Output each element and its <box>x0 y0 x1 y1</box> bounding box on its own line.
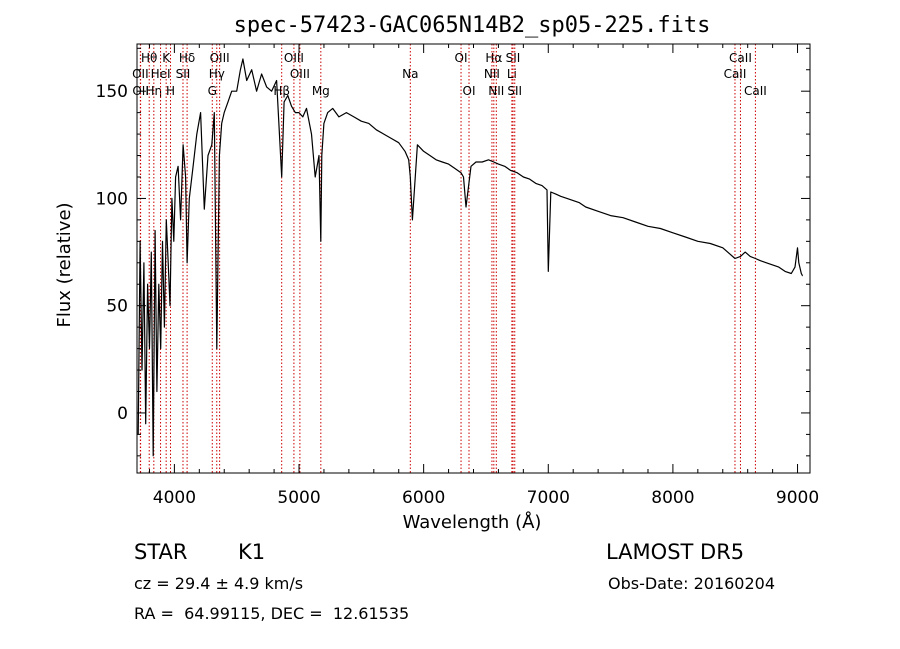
line-label-22: SII <box>506 51 521 65</box>
spectrum-series <box>137 58 804 457</box>
line-label-25: CaII <box>729 51 752 65</box>
axes: 4000 5000 6000 7000 8000 9000 0 50 100 150 <box>96 44 819 508</box>
x-tick-label-1: 5000 <box>277 488 320 508</box>
plot-frame <box>136 43 811 474</box>
line-label-9: G <box>208 84 217 98</box>
line-label-15: Mg <box>312 84 330 98</box>
line-label-8: Hδ <box>179 51 195 65</box>
x-tick-label-0: 4000 <box>153 488 196 508</box>
line-label-11: Hγ <box>209 67 225 81</box>
line-label-27: CaII <box>744 84 767 98</box>
observation-date: Obs-Date: 20160204 <box>608 574 776 593</box>
object-subclass: K1 <box>238 540 266 564</box>
line-label-17: OI <box>455 51 468 65</box>
survey-name: LAMOST DR5 <box>606 540 745 564</box>
line-label-7: SII <box>176 67 191 81</box>
y-tick-label-2: 100 <box>96 189 128 209</box>
line-label-10: OIII <box>210 51 230 65</box>
x-tick-label-3: 7000 <box>527 488 570 508</box>
y-tick-label-3: 150 <box>96 82 128 102</box>
x-tick-label-2: 6000 <box>402 488 445 508</box>
line-label-5: K <box>162 51 171 65</box>
x-tick-label-4: 8000 <box>651 488 694 508</box>
line-label-16: Na <box>402 67 418 81</box>
y-tick-label-0: 0 <box>117 404 128 424</box>
line-label-0: Hθ <box>141 51 157 65</box>
y-tick-label-1: 50 <box>106 297 128 317</box>
line-label-20: NII <box>484 67 500 81</box>
line-label-21: NII <box>488 84 504 98</box>
line-label-26: CaII <box>724 67 747 81</box>
line-label-19: Hα <box>485 51 502 65</box>
chart-title: spec-57423-GAC065N14B2_sp05-225.fits <box>234 13 711 38</box>
spectrum-line-0 <box>137 58 804 457</box>
x-tick-label-5: 9000 <box>776 488 819 508</box>
y-axis-label: Flux (relative) <box>54 202 75 327</box>
line-label-4: HeI <box>151 67 171 81</box>
redshift-velocity: cz = 29.4 ± 4.9 km/s <box>134 574 304 593</box>
line-label-24: SII <box>507 84 522 98</box>
x-axis-label: Wavelength (Å) <box>403 511 542 533</box>
line-label-13: OIII <box>290 67 310 81</box>
object-class: STAR <box>134 540 188 564</box>
line-label-1: OII <box>132 67 149 81</box>
line-label-6: H <box>166 84 175 98</box>
line-label-3: Hη <box>146 84 163 98</box>
line-label-23: Li <box>507 67 517 81</box>
line-label-12: OIII <box>284 51 304 65</box>
line-label-18: OI <box>463 84 476 98</box>
coordinates: RA = 64.99115, DEC = 12.61535 <box>134 604 410 623</box>
